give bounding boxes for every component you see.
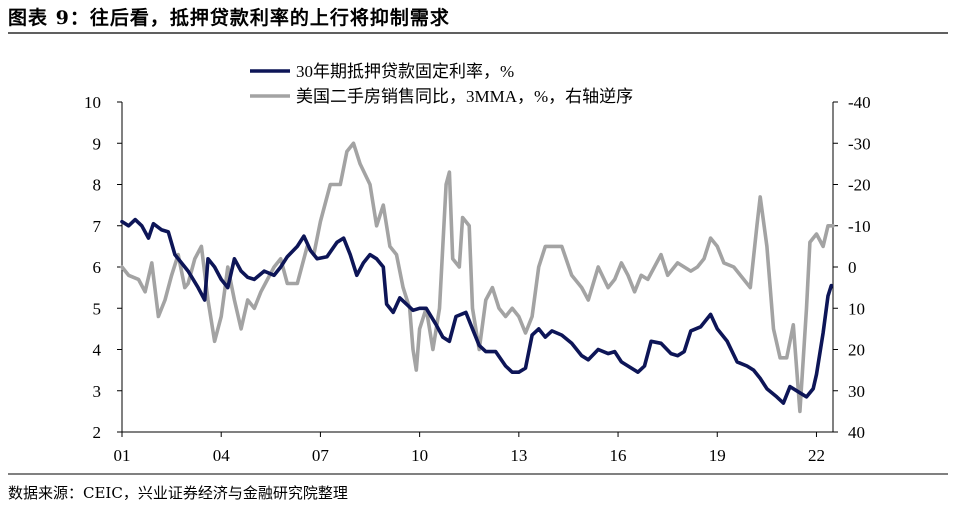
right-tick-label: 10: [848, 299, 865, 318]
x-tick-label: 13: [510, 446, 527, 465]
series-line-home-sales: [120, 141, 835, 414]
x-tick-label: 22: [808, 446, 825, 465]
left-tick-label: 3: [93, 382, 102, 401]
series-layer: [120, 141, 835, 414]
chart-title: 图表 9：往后看，抵押贷款利率的上行将抑制需求: [8, 7, 450, 29]
source-note: 数据来源：CEIC，兴业证券经济与金融研究院整理: [8, 484, 348, 502]
x-tick-label: 04: [213, 446, 231, 465]
legend-label-mortgage-rate: 30年期抵押贷款固定利率，%: [296, 62, 514, 81]
series-line-mortgage-rate: [120, 217, 834, 405]
x-tick-label: 16: [610, 446, 627, 465]
x-tick-label: 19: [709, 446, 726, 465]
left-tick-label: 6: [93, 258, 102, 277]
right-tick-label: -30: [848, 134, 871, 153]
right-tick-label: -40: [848, 93, 871, 112]
left-tick-label: 8: [93, 176, 102, 195]
right-axis-ticks: 40 30 20 10 0 -10 -20 -30 -40: [833, 93, 871, 442]
right-tick-label: 0: [848, 258, 857, 277]
right-tick-label: -10: [848, 217, 871, 236]
x-axis-ticks: 01 04 07 10 13 16 19 22: [114, 432, 825, 465]
x-tick-label: 07: [312, 446, 330, 465]
right-tick-label: 30: [848, 382, 865, 401]
x-tick-label: 01: [114, 446, 131, 465]
x-tick-label: 10: [411, 446, 428, 465]
right-tick-label: -20: [848, 176, 871, 195]
right-tick-label: 20: [848, 341, 865, 360]
left-tick-label: 2: [93, 423, 102, 442]
left-tick-label: 9: [93, 134, 102, 153]
left-tick-label: 7: [93, 217, 102, 236]
left-tick-label: 5: [93, 299, 102, 318]
plot-background: [8, 35, 948, 472]
left-axis-ticks: 2 3 4 5 6 7 8 9 10: [84, 93, 122, 442]
left-tick-label: 4: [93, 341, 102, 360]
legend: 30年期抵押贷款固定利率，% 美国二手房销售同比，3MMA，%，右轴逆序: [250, 62, 633, 106]
right-tick-label: 40: [848, 423, 865, 442]
left-tick-label: 10: [84, 93, 101, 112]
legend-label-home-sales: 美国二手房销售同比，3MMA，%，右轴逆序: [296, 87, 633, 106]
